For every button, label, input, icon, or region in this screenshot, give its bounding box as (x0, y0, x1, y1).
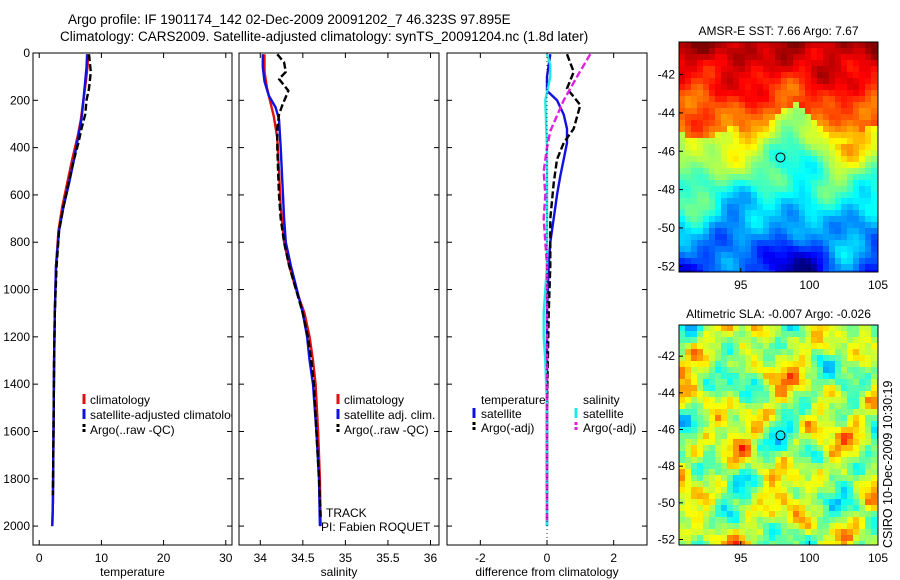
argo-position-marker (775, 430, 786, 441)
y-tick-label: -50 (658, 221, 676, 235)
side-label: CSIRO 10-Dec-2009 10:30:19 (881, 380, 895, 548)
x-tick-label: 35 (339, 551, 353, 565)
y-tick-label: 1200 (3, 330, 30, 344)
map-frame (678, 41, 879, 273)
figure-title-line-1: Argo profile: IF 1901174_142 02-Dec-2009… (68, 12, 511, 27)
y-tick-label: 1400 (3, 377, 30, 391)
panel-frame (32, 52, 233, 546)
y-tick-label: 1000 (3, 283, 30, 297)
legend-entry: Argo(-adj) (583, 421, 636, 435)
y-tick-label: 0 (23, 46, 30, 60)
x-tick-label: 0 (36, 551, 43, 565)
annotation-pi: PI: Fabien ROQUET (321, 520, 431, 534)
legend-entry: satellite-adjusted climatology (90, 408, 243, 422)
argo-position-marker (775, 152, 786, 163)
x-tick-label: 10 (95, 551, 109, 565)
legend-entry: satellite adj. clim. (344, 408, 435, 422)
series-line-temperature-argo-adj- (545, 53, 582, 496)
y-tick-label: -46 (658, 423, 676, 437)
legend-entry: satellite (583, 407, 624, 421)
series-line-argo-raw-qc- (51, 54, 92, 496)
annotation-track: TRACK (326, 506, 367, 520)
series-line-satellite-adj-clim- (261, 54, 322, 527)
heatmap-cells (679, 325, 879, 546)
y-tick-label: 800 (10, 235, 30, 249)
x-tick-label: 34.5 (291, 551, 315, 565)
x-tick-label: 105 (868, 278, 888, 292)
legend-entry: Argo(..raw -QC) (90, 423, 175, 437)
series-line-argo-raw-qc- (276, 53, 322, 520)
x-tick-label: 95 (734, 278, 748, 292)
y-tick-label: 400 (10, 141, 30, 155)
x-axis-label: temperature (100, 565, 165, 579)
sla-map-panel: 95 100 105 -42 -44 -46 -48 -50 -52 Altimetric SLA… (658, 307, 889, 565)
y-tick-label: -44 (658, 386, 676, 400)
legend-group-heading: temperature (481, 393, 546, 407)
x-tick-label: 0 (544, 551, 551, 565)
x-axis-label: salinity (321, 565, 358, 579)
y-tick-label: 2000 (3, 519, 30, 533)
x-tick-label: 95 (734, 551, 748, 565)
salinity-profile-panel: 34 34.5 35 35.5 36 salinity climatologysatelli… (238, 52, 440, 579)
y-tick-label: -46 (658, 144, 676, 158)
y-tick-label: -50 (658, 496, 676, 510)
y-tick-label: -44 (658, 106, 676, 120)
map-title: AMSR-E SST: 7.66 Argo: 7.67 (698, 24, 858, 38)
x-tick-label: 30 (219, 551, 233, 565)
map-title: Altimetric SLA: -0.007 Argo: -0.026 (686, 307, 871, 321)
series-line-climatology (263, 54, 322, 527)
x-tick-label: 35.5 (376, 551, 400, 565)
legend-entry: Argo(-adj) (481, 421, 534, 435)
x-tick-label: -2 (475, 551, 486, 565)
y-tick-label: -52 (658, 533, 676, 547)
heatmap-cells (679, 42, 879, 273)
panel-frame (238, 52, 440, 546)
x-tick-label: 105 (868, 551, 888, 565)
y-tick-label: 1600 (3, 424, 30, 438)
x-tick-label: 34 (254, 551, 268, 565)
temperature-profile-panel: 0 10 20 30 0 200 400 600 800 1000 1200 1400 1600 1800… (3, 46, 243, 579)
x-tick-label: 20 (157, 551, 171, 565)
figure-title-line-2: Climatology: CARS2009. Satellite-adjuste… (60, 29, 589, 44)
y-tick-label: 200 (10, 93, 30, 107)
legend-entry: climatology (344, 393, 404, 407)
legend-group-heading: salinity (583, 393, 620, 407)
legend-entry: satellite (481, 407, 522, 421)
map-frame (678, 324, 879, 546)
y-tick-label: 600 (10, 188, 30, 202)
y-tick-label: -48 (658, 183, 676, 197)
x-tick-label: 2 (610, 551, 617, 565)
sst-map-panel: 95 100 105 -42 -44 -46 -48 -50 -52 AMSR-E SST: 7.… (658, 24, 889, 292)
x-tick-label: 36 (424, 551, 438, 565)
series-line-temperature-satellite (545, 54, 569, 527)
y-tick-label: -42 (658, 68, 676, 82)
x-tick-label: 100 (799, 551, 819, 565)
y-tick-label: 1800 (3, 472, 30, 486)
x-axis-label: difference from climatology (475, 565, 618, 579)
y-tick-label: -52 (658, 259, 676, 273)
y-tick-label: -42 (658, 349, 676, 363)
y-tick-label: -48 (658, 459, 676, 473)
legend-entry: climatology (90, 393, 150, 407)
x-tick-label: 100 (799, 278, 819, 292)
legend-entry: Argo(..raw -QC) (344, 423, 429, 437)
